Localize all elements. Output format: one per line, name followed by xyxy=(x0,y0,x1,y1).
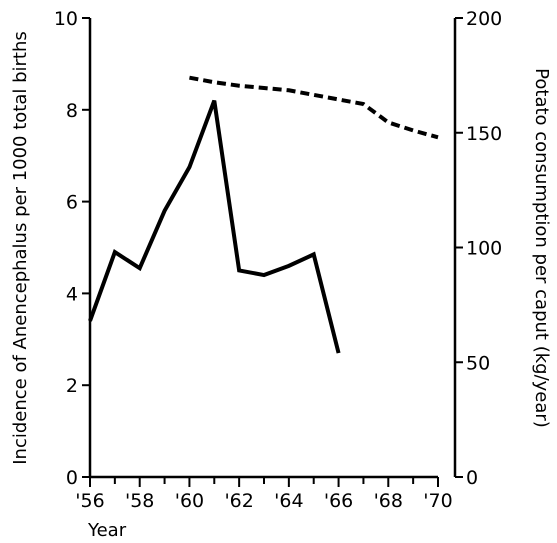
x-ticks: '56 '58 '60 '62 '64 '66 '68 '70 xyxy=(75,477,453,512)
x-axis-title: Year xyxy=(87,520,127,541)
left-y-tick-label: 6 xyxy=(66,192,78,214)
x-tick-label: '70 xyxy=(423,490,452,512)
x-tick-label: '60 xyxy=(175,490,204,512)
right-y-tick-label: 50 xyxy=(466,352,490,374)
x-tick-label: '58 xyxy=(125,490,154,512)
x-tick-label: '62 xyxy=(224,490,253,512)
right-y-axis-title: Potato consumption per caput (kg/year) xyxy=(531,68,552,428)
left-y-axis-title: Incidence of Anencephalus per 1000 total… xyxy=(10,31,31,465)
right-y-tick-label: 150 xyxy=(466,123,502,145)
x-tick-label: '64 xyxy=(274,490,303,512)
x-tick-label: '68 xyxy=(374,490,403,512)
x-tick-label: '66 xyxy=(324,490,353,512)
right-y-ticks: 0 50 100 150 200 xyxy=(455,8,502,489)
anencephalus-incidence-line xyxy=(88,99,341,354)
right-y-tick-label: 0 xyxy=(466,467,478,489)
right-y-tick-label: 100 xyxy=(466,238,502,260)
left-y-tick-label: 8 xyxy=(66,100,78,122)
right-y-tick-label: 200 xyxy=(466,8,502,30)
left-y-tick-label: 0 xyxy=(66,467,78,489)
left-y-tick-label: 10 xyxy=(54,8,78,30)
left-y-ticks: 0 2 4 6 8 10 xyxy=(54,8,90,489)
left-y-tick-label: 2 xyxy=(66,375,78,397)
potato-consumption-line xyxy=(189,75,439,140)
left-y-tick-label: 4 xyxy=(66,283,78,305)
x-tick-label: '56 xyxy=(75,490,104,512)
series-layer xyxy=(88,75,439,354)
